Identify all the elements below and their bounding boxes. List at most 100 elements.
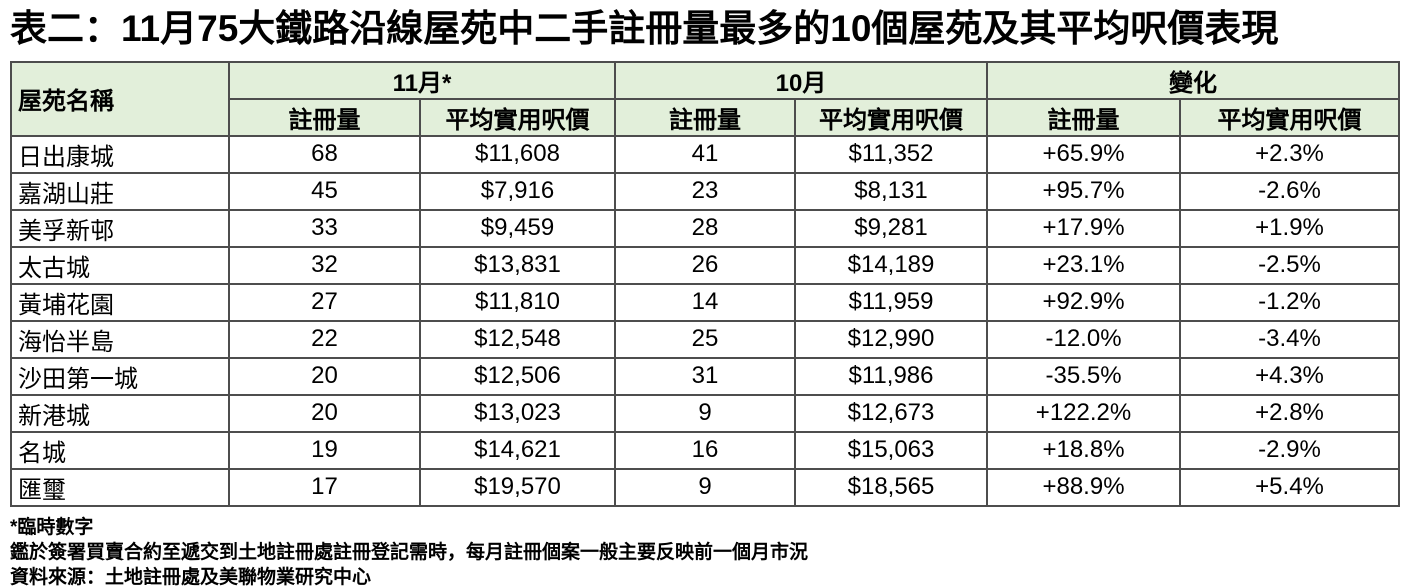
table-row: 新港城 20 $13,023 9 $12,673 +122.2% +2.8% <box>10 393 1401 433</box>
footnote-explanation: 鑑於簽署買賣合約至遞交到土地註冊處註冊登記需時，每月註冊個案一般主要反映前一個月… <box>10 541 809 563</box>
nov-registrations-cell: 27 <box>228 282 421 322</box>
chg-avg-price-cell: +1.9% <box>1179 208 1401 248</box>
oct-registrations-cell: 31 <box>614 356 796 396</box>
oct-registrations-cell: 9 <box>614 393 796 433</box>
chg-registrations-cell: +17.9% <box>986 208 1182 248</box>
chg-avg-price-cell: +4.3% <box>1179 356 1401 396</box>
table-header: 屋苑名稱 11月* 10月 變化 註冊量 平均實用呎價 註冊量 平均實用呎價 註… <box>10 60 1401 137</box>
page-title: 表二：11月75大鐵路沿線屋苑中二手註冊量最多的10個屋苑及其平均呎價表現 <box>10 8 1279 49</box>
chg-registrations-cell: +92.9% <box>986 282 1182 322</box>
column-header-oct-registrations: 註冊量 <box>614 97 796 137</box>
oct-avg-price-cell: $12,673 <box>793 393 989 433</box>
header-group-row: 屋苑名稱 11月* 10月 變化 <box>10 60 1401 137</box>
table-row: 太古城 32 $13,831 26 $14,189 +23.1% -2.5% <box>10 245 1401 285</box>
oct-avg-price-cell: $11,959 <box>793 282 989 322</box>
nov-registrations-cell: 68 <box>228 134 421 174</box>
chg-registrations-cell: +65.9% <box>986 134 1182 174</box>
oct-registrations-cell: 9 <box>614 467 796 507</box>
chg-avg-price-cell: -3.4% <box>1179 319 1401 359</box>
chg-avg-price-cell: +5.4% <box>1179 467 1401 507</box>
column-group-november: 11月* <box>228 60 616 100</box>
chg-registrations-cell: +88.9% <box>986 467 1182 507</box>
chg-avg-price-cell: +2.3% <box>1179 134 1401 174</box>
chg-avg-price-cell: -1.2% <box>1179 282 1401 322</box>
table-row: 匯璽 17 $19,570 9 $18,565 +88.9% +5.4% <box>10 467 1401 507</box>
nov-avg-price-cell: $11,810 <box>419 282 616 322</box>
estate-name-cell: 沙田第一城 <box>10 356 230 396</box>
oct-registrations-cell: 26 <box>614 245 796 285</box>
chg-avg-price-cell: -2.5% <box>1179 245 1401 285</box>
header-sub-row: 註冊量 平均實用呎價 註冊量 平均實用呎價 註冊量 平均實用呎價 <box>11 97 1401 137</box>
column-header-estate-name: 屋苑名稱 <box>10 60 230 137</box>
chg-registrations-cell: -12.0% <box>986 319 1182 359</box>
table-row: 美孚新邨 33 $9,459 28 $9,281 +17.9% +1.9% <box>10 208 1401 248</box>
oct-registrations-cell: 23 <box>614 171 796 211</box>
nov-avg-price-cell: $9,459 <box>419 208 616 248</box>
oct-registrations-cell: 28 <box>614 208 796 248</box>
oct-avg-price-cell: $15,063 <box>793 430 989 470</box>
oct-avg-price-cell: $14,189 <box>793 245 989 285</box>
table-row: 沙田第一城 20 $12,506 31 $11,986 -35.5% +4.3% <box>10 356 1401 396</box>
column-group-change: 變化 <box>986 60 1401 100</box>
table-row: 嘉湖山莊 45 $7,916 23 $8,131 +95.7% -2.6% <box>10 171 1401 211</box>
column-header-chg-registrations: 註冊量 <box>986 97 1182 137</box>
nov-avg-price-cell: $13,831 <box>419 245 616 285</box>
table-body: 日出康城 68 $11,608 41 $11,352 +65.9% +2.3% 嘉湖山莊 45 $… <box>10 134 1401 507</box>
estate-name-cell: 名城 <box>10 430 230 470</box>
nov-registrations-cell: 33 <box>228 208 421 248</box>
nov-registrations-cell: 19 <box>228 430 421 470</box>
estate-name-cell: 海怡半島 <box>10 319 230 359</box>
oct-avg-price-cell: $11,352 <box>793 134 989 174</box>
estate-name-cell: 美孚新邨 <box>10 208 230 248</box>
nov-registrations-cell: 32 <box>228 245 421 285</box>
table-row: 海怡半島 22 $12,548 25 $12,990 -12.0% -3.4% <box>10 319 1401 359</box>
column-header-chg-avg-price: 平均實用呎價 <box>1179 97 1401 137</box>
column-header-nov-registrations: 註冊量 <box>228 97 421 137</box>
footnotes: *臨時數字 鑑於簽署買賣合約至遞交到土地註冊處註冊登記需時，每月註冊個案一般主要… <box>10 515 1398 587</box>
nov-avg-price-cell: $13,023 <box>419 393 616 433</box>
oct-avg-price-cell: $9,281 <box>793 208 989 248</box>
oct-registrations-cell: 14 <box>614 282 796 322</box>
column-header-nov-avg-price: 平均實用呎價 <box>419 97 616 137</box>
chg-avg-price-cell: +2.8% <box>1179 393 1401 433</box>
nov-avg-price-cell: $11,608 <box>419 134 616 174</box>
chg-registrations-cell: +23.1% <box>986 245 1182 285</box>
oct-avg-price-cell: $8,131 <box>793 171 989 211</box>
estate-name-cell: 黃埔花園 <box>10 282 230 322</box>
chg-registrations-cell: +18.8% <box>986 430 1182 470</box>
estate-name-cell: 太古城 <box>10 245 230 285</box>
chg-registrations-cell: +95.7% <box>986 171 1182 211</box>
estate-price-table: 屋苑名稱 11月* 10月 變化 註冊量 平均實用呎價 註冊量 平均實用呎價 註… <box>10 60 1401 507</box>
nov-registrations-cell: 20 <box>228 356 421 396</box>
oct-avg-price-cell: $11,986 <box>793 356 989 396</box>
oct-registrations-cell: 41 <box>614 134 796 174</box>
table-row: 日出康城 68 $11,608 41 $11,352 +65.9% +2.3% <box>10 134 1401 174</box>
table-row: 名城 19 $14,621 16 $15,063 +18.8% -2.9% <box>10 430 1401 470</box>
estate-name-cell: 匯璽 <box>10 467 230 507</box>
estate-name-cell: 新港城 <box>10 393 230 433</box>
nov-avg-price-cell: $12,548 <box>419 319 616 359</box>
nov-avg-price-cell: $7,916 <box>419 171 616 211</box>
nov-registrations-cell: 45 <box>228 171 421 211</box>
estate-name-cell: 嘉湖山莊 <box>10 171 230 211</box>
chg-avg-price-cell: -2.6% <box>1179 171 1401 211</box>
footnote-source: 資料來源：土地註冊處及美聯物業研究中心 <box>10 566 372 587</box>
oct-registrations-cell: 16 <box>614 430 796 470</box>
nov-registrations-cell: 20 <box>228 393 421 433</box>
column-header-oct-avg-price: 平均實用呎價 <box>793 97 989 137</box>
nov-avg-price-cell: $14,621 <box>419 430 616 470</box>
chg-registrations-cell: +122.2% <box>986 393 1182 433</box>
oct-registrations-cell: 25 <box>614 319 796 359</box>
oct-avg-price-cell: $12,990 <box>793 319 989 359</box>
nov-registrations-cell: 22 <box>228 319 421 359</box>
nov-avg-price-cell: $19,570 <box>419 467 616 507</box>
nov-avg-price-cell: $12,506 <box>419 356 616 396</box>
oct-avg-price-cell: $18,565 <box>793 467 989 507</box>
table-row: 黃埔花園 27 $11,810 14 $11,959 +92.9% -1.2% <box>10 282 1401 322</box>
chg-avg-price-cell: -2.9% <box>1179 430 1401 470</box>
estate-name-cell: 日出康城 <box>10 134 230 174</box>
chg-registrations-cell: -35.5% <box>986 356 1182 396</box>
nov-registrations-cell: 17 <box>228 467 421 507</box>
footnote-provisional: *臨時數字 <box>10 516 94 538</box>
